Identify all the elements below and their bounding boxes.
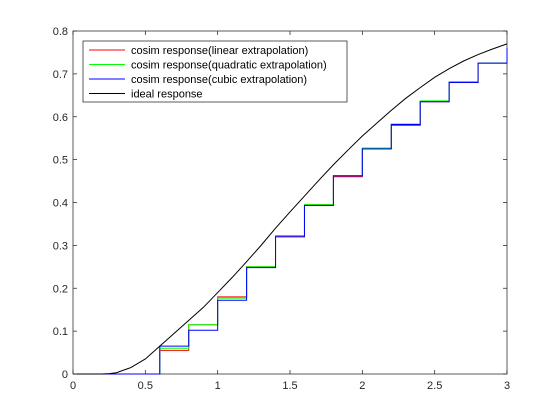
legend-label-3: ideal response [131,89,203,101]
x-tick-label: 3 [504,380,510,392]
x-tick-label: 1.5 [282,380,297,392]
ticks: 0 0.5 1 1.5 2 2.5 3 0 0.1 0.2 0.3 0.4 0.5 0.6 0.7 0.8 [53,26,510,392]
legend-label-0: cosim response(linear extrapolation) [131,45,308,57]
legend: cosim response(linear extrapolation) cosi… [82,40,348,103]
y-tick-label: 0 [62,369,68,381]
y-tick-label: 0.6 [53,112,68,124]
y-tick-label: 0.2 [53,283,68,295]
x-tick-label: 2.5 [427,380,442,392]
series-line-3 [73,43,508,375]
y-tick-label: 0.3 [53,240,68,252]
x-tick-label: 0.5 [138,380,153,392]
series-group [73,43,508,375]
x-tick-label: 1 [215,380,221,392]
y-tick-label: 0.4 [53,198,68,210]
x-tick-label: 2 [359,380,365,392]
legend-box [82,40,348,103]
legend-label-2: cosim response(cubic extrapolation) [131,74,307,86]
x-tick-label: 0 [70,380,76,392]
y-tick-label: 0.5 [53,155,68,167]
y-tick-label: 0.8 [53,26,68,38]
y-tick-label: 0.1 [53,326,68,338]
y-tick-label: 0.7 [53,69,68,81]
legend-label-1: cosim response(quadratic extrapolation) [131,60,327,72]
series-line-2 [73,48,508,375]
